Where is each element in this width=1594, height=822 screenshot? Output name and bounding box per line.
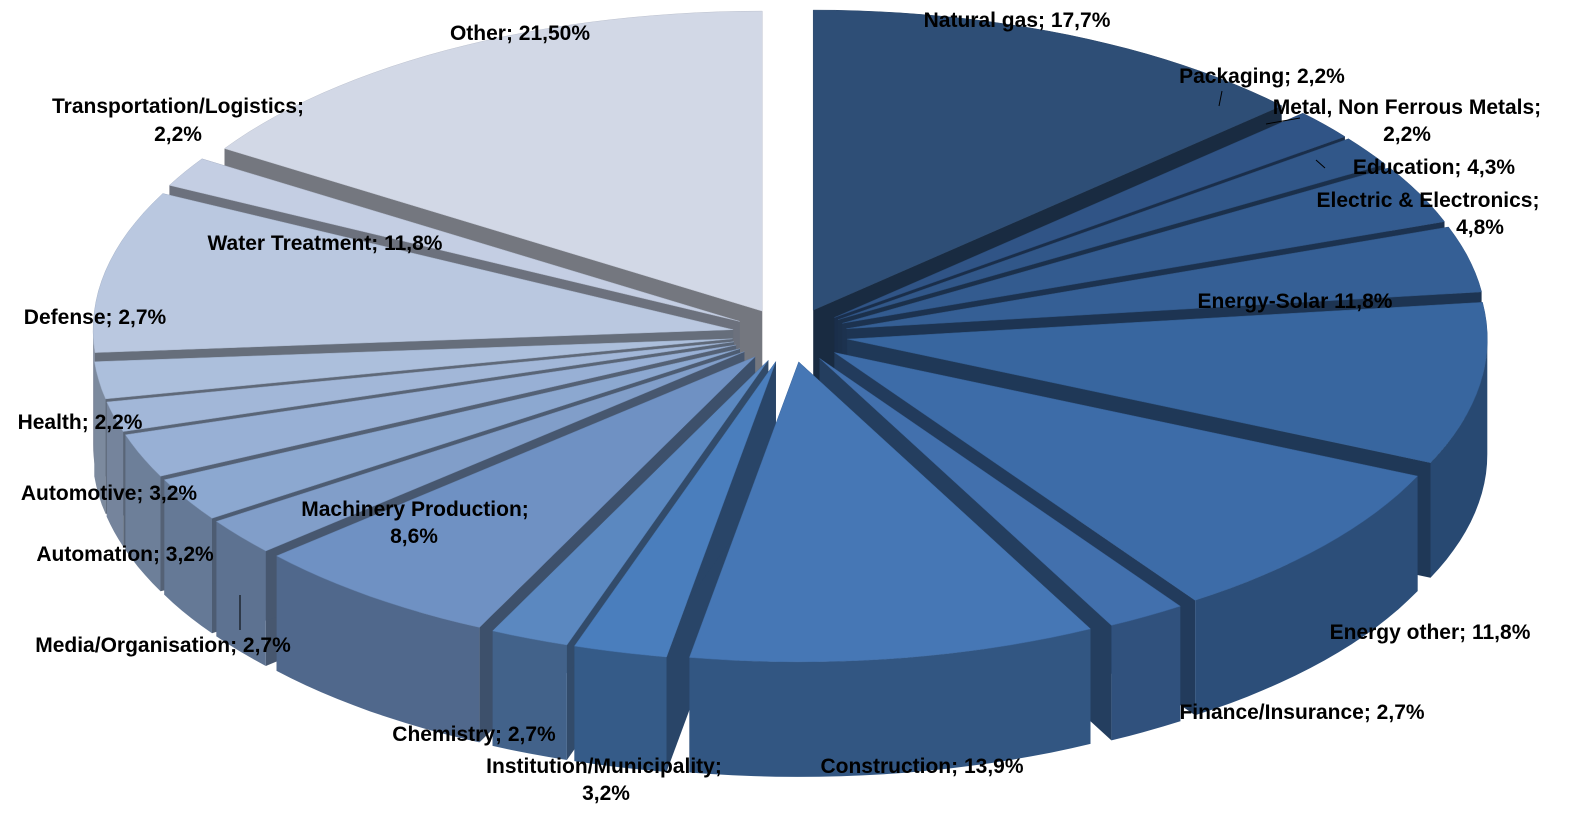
slice-label: Automation; 3,2% [36,543,214,566]
slice-label-line: Machinery Production; [301,498,529,521]
slice-label-line: Media/Organisation; 2,7% [35,634,291,657]
slice-label-line: Transportation/Logistics; [52,95,304,118]
slice-label-line: Energy-Solar 11,8% [1198,290,1393,313]
pie-slice [276,356,756,628]
slice-label-line: Other; 21,50% [450,22,590,45]
slice-label: Packaging; 2,2% [1179,65,1345,88]
slice-label-line: Automotive; 3,2% [21,482,198,505]
pie-slice-side [164,479,212,634]
slice-label-line: Health; 2,2% [18,411,143,434]
slice-label: Health; 2,2% [18,411,143,434]
slice-label-line: 4,8% [1456,216,1504,239]
pie-slice-side [1195,476,1418,716]
slice-label-line: Chemistry; 2,7% [392,723,556,746]
pie-slice [573,361,777,658]
pie-slice-side [574,646,667,772]
pie-slice-side [1430,339,1488,578]
pie-slice [223,10,763,312]
slice-label: Natural gas; 17,7% [924,9,1111,32]
pie-slice [689,361,1092,663]
pie-slice [106,341,734,432]
pie-slice-side [125,434,161,592]
slice-label-line: Metal, Non Ferrous Metals; [1273,96,1541,119]
pie-slice [842,167,1445,324]
slice-label: Defense; 2,7% [24,306,167,329]
pie-slice-side [689,628,1091,777]
pie-slice [834,112,1346,318]
slice-label: Electric & Electronics; 4,8% [1317,189,1540,239]
slice-label: Water Treatment; 11,8% [208,232,443,255]
pie-slice-side [492,630,567,760]
slice-label-line: 2,2% [154,123,202,146]
slice-label-line: 2,2% [1383,123,1431,146]
slice-label: Automotive; 3,2% [21,482,198,505]
slice-label-line: Water Treatment; 11,8% [208,232,443,255]
pie-slice [819,358,1181,626]
pie-slice-side [216,521,266,666]
slice-label-line: Finance/Insurance; 2,7% [1179,701,1424,724]
slice-label: Transportation/Logistics; 2,2% [52,95,304,146]
slice-label-line: Energy other; 11,8% [1330,621,1531,644]
pie-slice-side [106,402,124,547]
slice-label: Construction; 13,9% [820,755,1023,778]
pie-slice-side [94,361,106,514]
pie-slice [846,226,1482,329]
pie-slice [492,360,769,646]
pie-slice-side [276,555,480,743]
leader-line [1218,90,1223,107]
leader-line [1315,159,1326,169]
slice-label: Institution/Municipality; 3,2% [486,755,722,805]
slice-label: Machinery Production; 8,6% [301,498,529,548]
pie-slice [124,344,737,477]
slice-label-line: Electric & Electronics; [1317,189,1540,212]
slice-label: Finance/Insurance; 2,7% [1179,701,1424,724]
pie-slice [847,302,1488,463]
pie-labels: Natural gas; 17,7% Packaging; 2,2% Metal, … [18,9,1542,805]
slice-label: Education; 4,3% [1353,156,1516,179]
slice-label: Metal, Non Ferrous Metals; 2,2% [1273,96,1541,146]
slice-label: Chemistry; 2,7% [392,723,556,746]
pie-slice [94,338,733,400]
pie-slice-tops [92,9,1488,663]
pie-slice-side [1111,606,1181,741]
slice-label: Other; 21,50% [450,22,590,45]
pie-slice [163,348,740,519]
slice-label-line: 3,2% [582,782,630,805]
slice-label-line: 8,6% [390,525,438,548]
slice-label-line: Packaging; 2,2% [1179,65,1345,88]
slice-label: Energy other; 11,8% [1330,621,1531,644]
slice-label-line: Automation; 3,2% [36,543,214,566]
slice-label-line: Natural gas; 17,7% [924,9,1111,32]
leader-line [1265,117,1301,125]
slice-label-line: Construction; 13,9% [820,755,1023,778]
pie-slice [168,158,740,322]
pie-slice [837,138,1386,320]
pie-slice [834,352,1419,601]
slice-label: Energy-Solar 11,8% [1198,290,1393,313]
leader-lines [239,90,1326,630]
slice-label: Media/Organisation; 2,7% [35,634,291,657]
slice-label-line: Defense; 2,7% [24,306,167,329]
pie-slice [215,351,745,552]
slice-label-line: Education; 4,3% [1353,156,1516,179]
slice-label-line: Institution/Municipality; [486,755,722,778]
pie-slice [92,193,734,353]
pie-slice [812,9,1283,311]
